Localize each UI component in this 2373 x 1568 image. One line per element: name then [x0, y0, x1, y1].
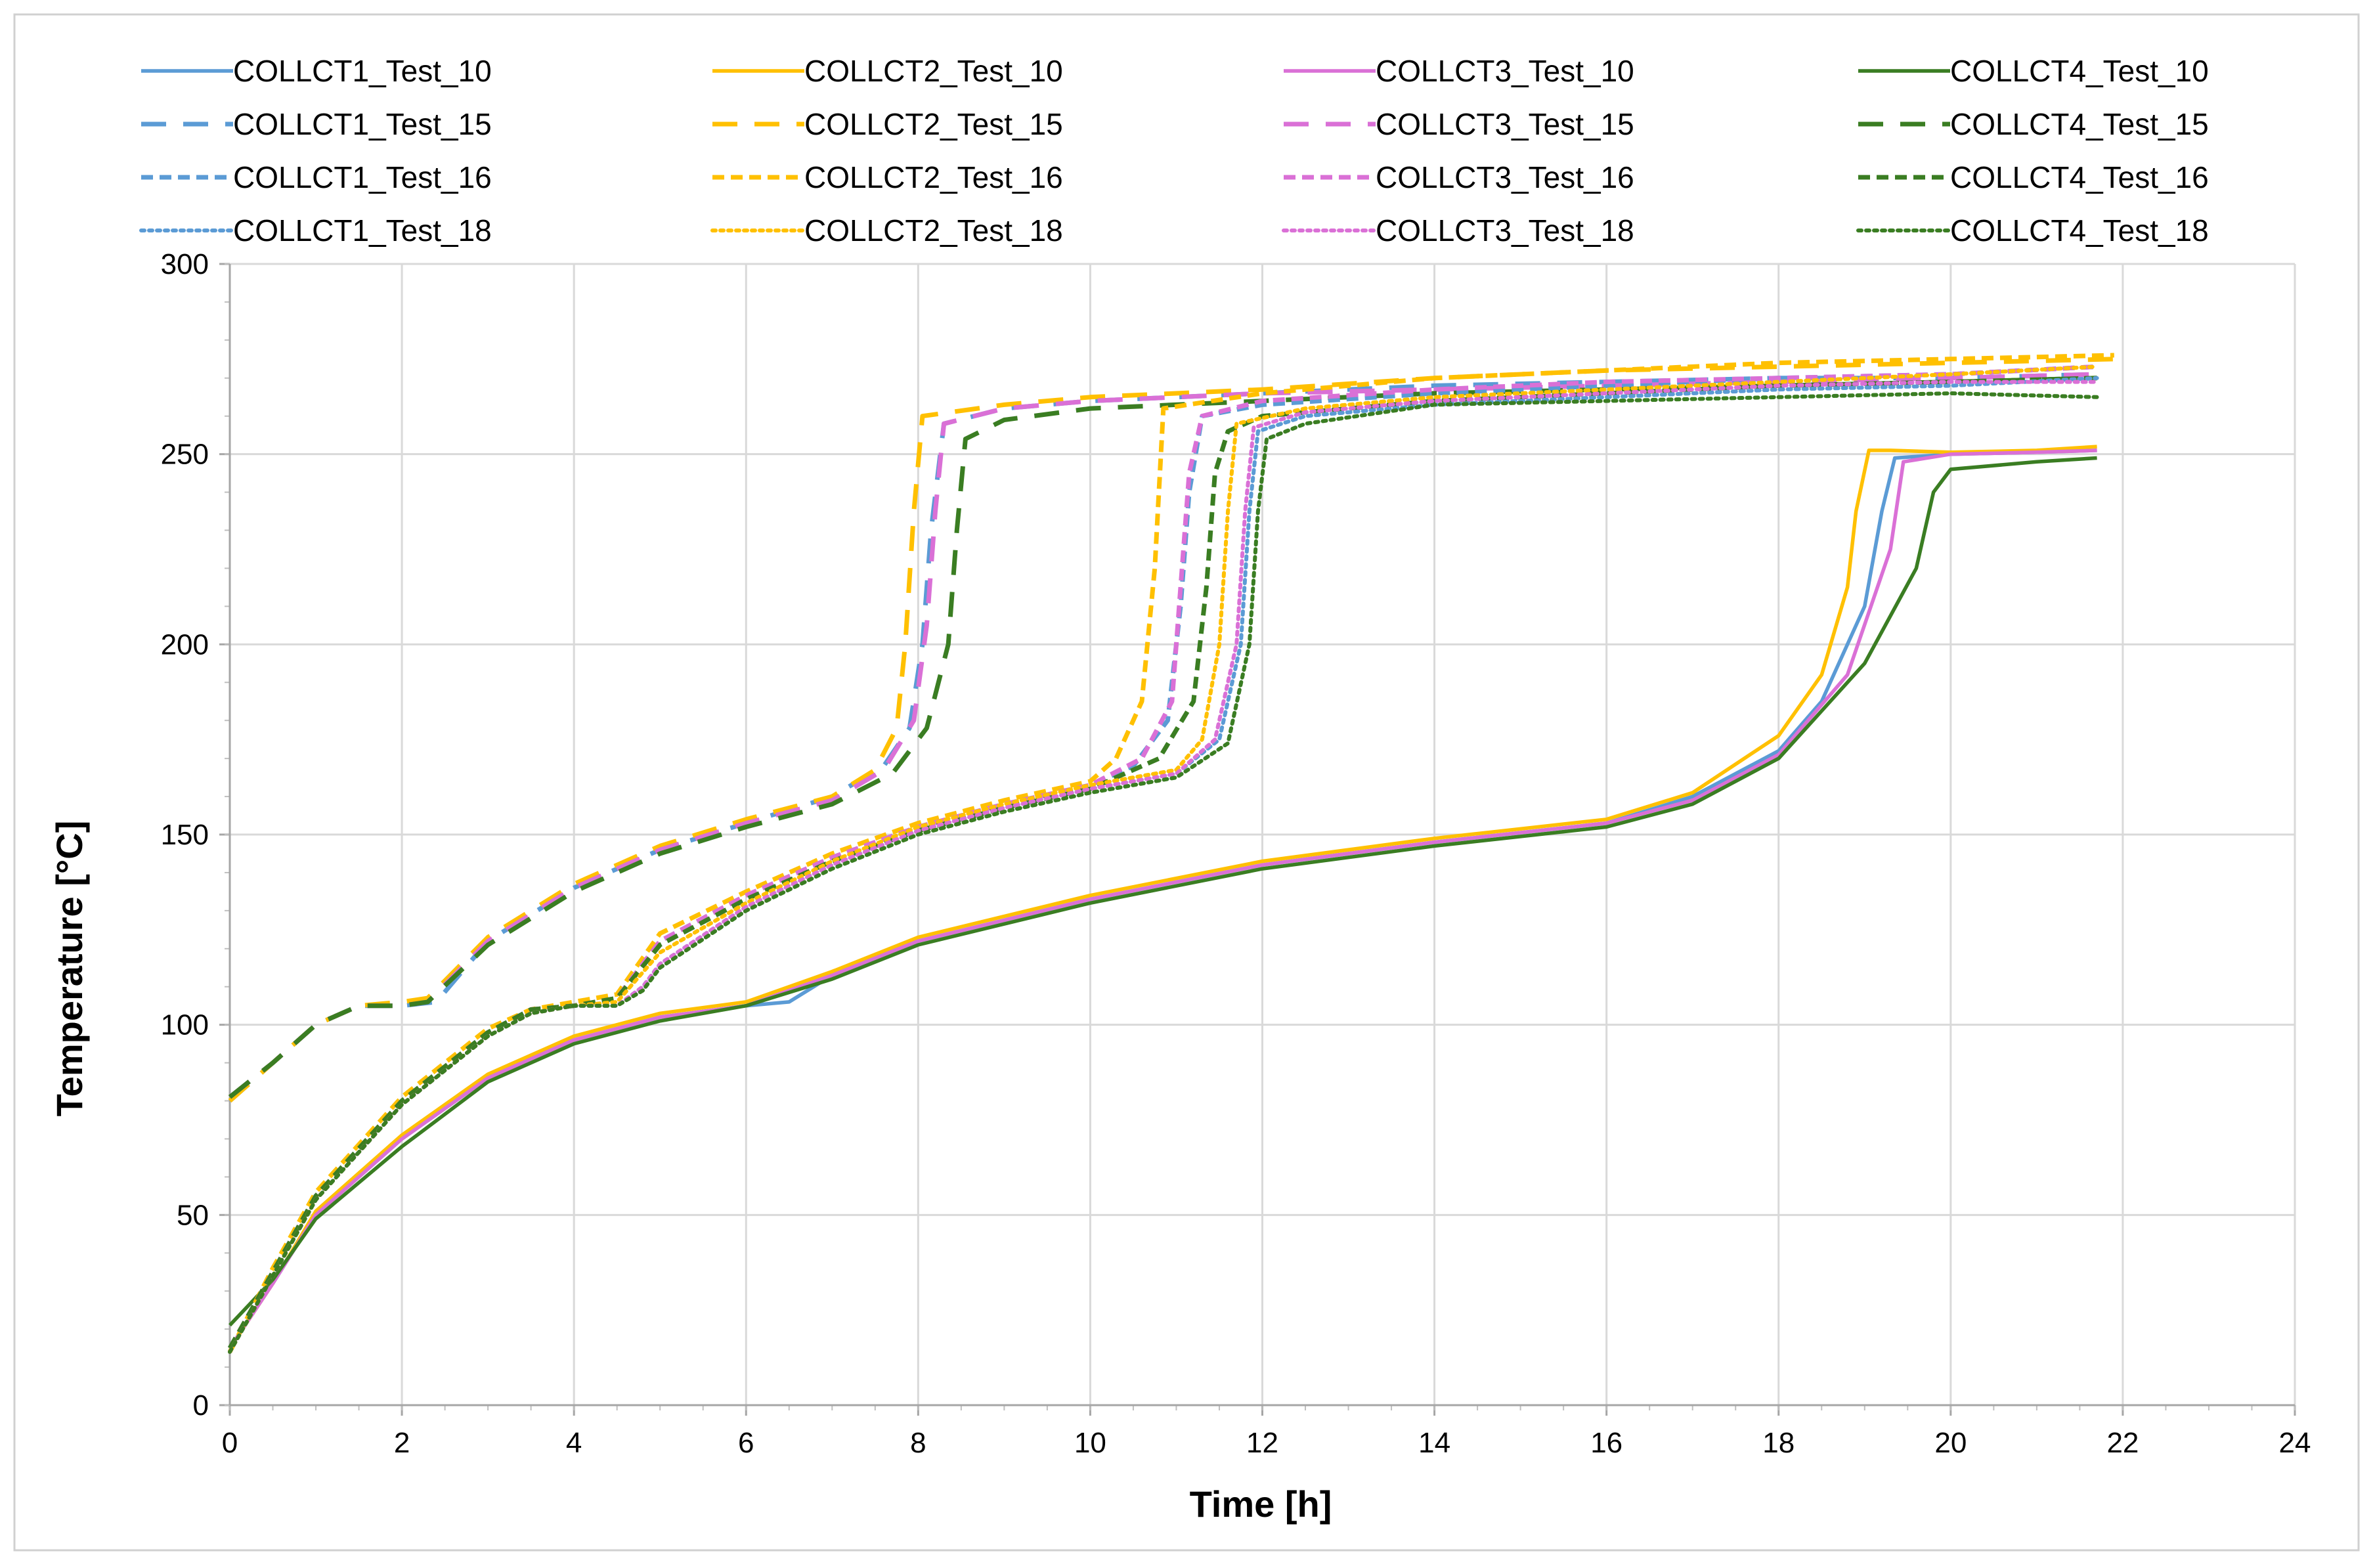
x-tick-label: 16	[1590, 1427, 1622, 1459]
legend-label: COLLCT1_Test_16	[233, 160, 492, 194]
y-tick-label: 300	[161, 248, 209, 280]
legend-entry: COLLCT2_Test_18	[710, 213, 1063, 248]
legend-entry: COLLCT2_Test_10	[712, 54, 1063, 88]
series-line-COLLCT4_Test_18	[228, 391, 2099, 1354]
legend-label: COLLCT4_Test_18	[1950, 213, 2209, 248]
legend-label: COLLCT4_Test_16	[1950, 160, 2209, 194]
legend-entry: COLLCT1_Test_15	[141, 107, 492, 141]
legend-label: COLLCT2_Test_16	[804, 160, 1063, 194]
y-tick-label: 50	[177, 1199, 209, 1231]
legend-entry: COLLCT2_Test_15	[712, 107, 1063, 141]
legend-entry: COLLCT4_Test_18	[1856, 213, 2209, 248]
legend-entry: COLLCT3_Test_15	[1284, 107, 1634, 141]
x-tick-label: 2	[394, 1427, 410, 1459]
x-tick-label: 20	[1934, 1427, 1967, 1459]
series-line-COLLCT3_Test_15	[228, 372, 2097, 1099]
legend-label: COLLCT1_Test_10	[233, 54, 492, 88]
y-tick-label: 150	[161, 819, 209, 851]
x-tick-label: 6	[738, 1427, 754, 1459]
legend-entry: COLLCT1_Test_10	[141, 54, 492, 88]
y-tick-label: 200	[161, 628, 209, 661]
legend-label: COLLCT2_Test_10	[804, 54, 1063, 88]
x-tick-label: 4	[566, 1427, 582, 1459]
legend-entry: COLLCT1_Test_16	[141, 160, 492, 194]
legend: COLLCT1_Test_10 COLLCT1_Test_15 COLLCT1_Te…	[139, 54, 2209, 248]
series-line-COLLCT4_Test_16	[227, 376, 2097, 1349]
y-tick-label: 0	[193, 1389, 209, 1422]
series-layer	[227, 353, 2114, 1354]
x-tick-label: 18	[1762, 1427, 1795, 1459]
legend-label: COLLCT1_Test_15	[233, 107, 492, 141]
x-tick-label: 8	[910, 1427, 926, 1459]
series-line-COLLCT3_Test_10	[228, 448, 2097, 1349]
legend-entry: COLLCT3_Test_10	[1284, 54, 1634, 88]
x-tick-label: 22	[2106, 1427, 2139, 1459]
x-tick-label: 24	[2279, 1427, 2311, 1459]
x-tick-label: 0	[222, 1427, 238, 1459]
series-line-COLLCT4_Test_10	[228, 456, 2097, 1327]
legend-label: COLLCT3_Test_10	[1376, 54, 1634, 88]
series-line-COLLCT2_Test_15	[228, 357, 2114, 1103]
legend-entry: COLLCT3_Test_16	[1284, 160, 1634, 194]
y-tick-label: 100	[161, 1009, 209, 1041]
legend-label: COLLCT2_Test_18	[804, 213, 1063, 248]
x-tick-label: 12	[1246, 1427, 1278, 1459]
legend-label: COLLCT1_Test_18	[233, 213, 492, 248]
legend-label: COLLCT4_Test_15	[1950, 107, 2209, 141]
legend-label: COLLCT3_Test_15	[1376, 107, 1634, 141]
y-tick-label: 250	[161, 439, 209, 471]
x-tick-label: 10	[1074, 1427, 1106, 1459]
x-axis-title: Time [h]	[1190, 1483, 1332, 1525]
legend-label: COLLCT3_Test_16	[1376, 160, 1634, 194]
legend-entry: COLLCT4_Test_10	[1858, 54, 2209, 88]
legend-label: COLLCT4_Test_10	[1950, 54, 2209, 88]
legend-entry: COLLCT2_Test_16	[712, 160, 1063, 194]
chart-frame	[13, 13, 2360, 1552]
legend-entry: COLLCT4_Test_15	[1858, 107, 2209, 141]
series-line-COLLCT2_Test_10	[228, 445, 2097, 1349]
legend-entry: COLLCT3_Test_18	[1282, 213, 1634, 248]
legend-entry: COLLCT4_Test_16	[1858, 160, 2209, 194]
legend-entry: COLLCT1_Test_18	[139, 213, 492, 248]
x-tick-label: 14	[1418, 1427, 1450, 1459]
y-axis-title: Temperature [°C]	[49, 821, 90, 1117]
legend-label: COLLCT2_Test_15	[804, 107, 1063, 141]
legend-label: COLLCT3_Test_18	[1376, 213, 1634, 248]
